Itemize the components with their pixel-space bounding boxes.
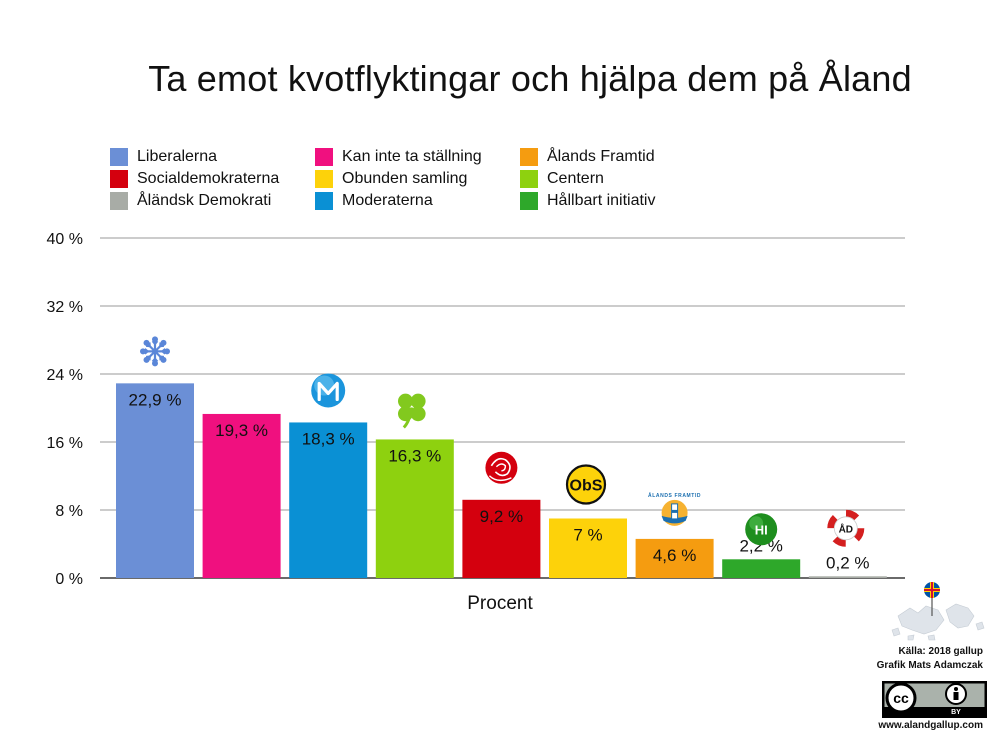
legend-item-kan-inte-ta-stallning: Kan inte ta ställning (315, 147, 482, 167)
bar-kan-inte-ta-stallning (202, 413, 281, 578)
legend-label: Obunden samling (342, 170, 468, 187)
bar-alandsk-demokrati (808, 576, 887, 578)
y-tick-label: 32 % (47, 299, 83, 316)
chart-title: Ta emot kvotflyktingar och hjälpa dem på… (148, 58, 912, 99)
data-label-obunden-samling: 7 % (573, 526, 602, 545)
data-label-centern: 16,3 % (388, 446, 441, 465)
source-credit: Källa: 2018 gallup Grafik Mats Adamczak (877, 645, 983, 673)
legend-item-centern: Centern (520, 169, 604, 189)
bar-socialdemokraterna (462, 499, 541, 578)
data-label-socialdemokraterna: 9,2 % (480, 507, 523, 526)
aland-map-icon (891, 582, 985, 641)
bar-alands-framtid (635, 538, 714, 578)
data-label-moderaterna: 18,3 % (302, 429, 355, 448)
legend-label: Hållbart initiativ (547, 192, 656, 209)
data-label-hallbart-initiativ: 2,2 % (739, 536, 782, 555)
legend-item-alands-framtid: Ålands Framtid (520, 147, 655, 167)
rose-icon (485, 451, 518, 484)
legend-label: Åländsk Demokrati (137, 192, 272, 209)
legend-item-hallbart-initiativ: Hållbart initiativ (520, 191, 655, 211)
svg-text:ObS: ObS (570, 478, 603, 495)
y-tick-label: 8 % (55, 503, 83, 520)
bar-liberalerna (116, 383, 194, 578)
legend-item-moderaterna: Moderaterna (315, 191, 433, 211)
legend-label: Moderaterna (342, 192, 433, 209)
bar-centern (375, 439, 454, 578)
data-label-alands-framtid: 4,6 % (653, 546, 696, 565)
x-axis-label: Procent (467, 593, 533, 614)
legend-label: Kan inte ta ställning (342, 148, 482, 165)
y-tick-label: 40 % (47, 231, 83, 248)
data-label-liberalerna: 22,9 % (129, 390, 182, 409)
legend-swatch (315, 170, 333, 188)
legend-swatch (315, 148, 333, 166)
legend-swatch (520, 170, 538, 188)
bar-hallbart-initiativ (722, 559, 801, 578)
legend-swatch (520, 192, 538, 210)
legend-label: Liberalerna (137, 148, 218, 165)
hi-logo-icon: HI (745, 513, 778, 546)
lighthouse-logo-icon: ÅLANDS FRAMTID (648, 492, 701, 526)
y-tick-label: 0 % (55, 571, 83, 588)
snowflake-icon (140, 336, 170, 367)
y-tick-label: 24 % (47, 367, 83, 384)
source-line: Källa: 2018 gallup (898, 646, 983, 657)
bar-moderaterna (289, 422, 368, 578)
legend-item-obunden-samling: Obunden samling (315, 169, 467, 189)
data-label-kan-inte-ta-stallning: 19,3 % (215, 421, 268, 440)
website-link[interactable]: www.alandgallup.com (878, 720, 983, 731)
cc-by-license-badge: cc BY (882, 681, 987, 718)
author-line: Grafik Mats Adamczak (876, 660, 983, 671)
legend-swatch (110, 170, 128, 188)
obs-logo-icon: ObS (565, 464, 607, 505)
legend-label: Ålands Framtid (547, 148, 655, 165)
legend-swatch (315, 192, 333, 210)
legend-item-socialdemokraterna: Socialdemokraterna (110, 169, 279, 189)
y-tick-label: 16 % (47, 435, 83, 452)
data-label-alandsk-demokrati: 0,2 % (826, 553, 869, 572)
legend-label: Socialdemokraterna (137, 170, 280, 187)
svg-text:ÅD: ÅD (839, 522, 853, 535)
cc-text: cc (893, 690, 909, 706)
clover-icon (398, 393, 426, 429)
legend-item-alandsk-demokrati: Åländsk Demokrati (110, 191, 271, 211)
m-circle-icon (311, 373, 346, 408)
legend-swatch (110, 192, 128, 210)
ad-lifebuoy-icon: ÅD (827, 509, 865, 547)
legend-swatch (110, 148, 128, 166)
bar-obunden-samling (549, 518, 627, 578)
by-text: BY (951, 709, 961, 716)
legend-item-liberalerna: Liberalerna (110, 147, 217, 167)
legend-swatch (520, 148, 538, 166)
svg-text:ÅLANDS FRAMTID: ÅLANDS FRAMTID (648, 492, 701, 499)
legend-label: Centern (547, 170, 604, 187)
svg-text:HI: HI (755, 522, 768, 537)
